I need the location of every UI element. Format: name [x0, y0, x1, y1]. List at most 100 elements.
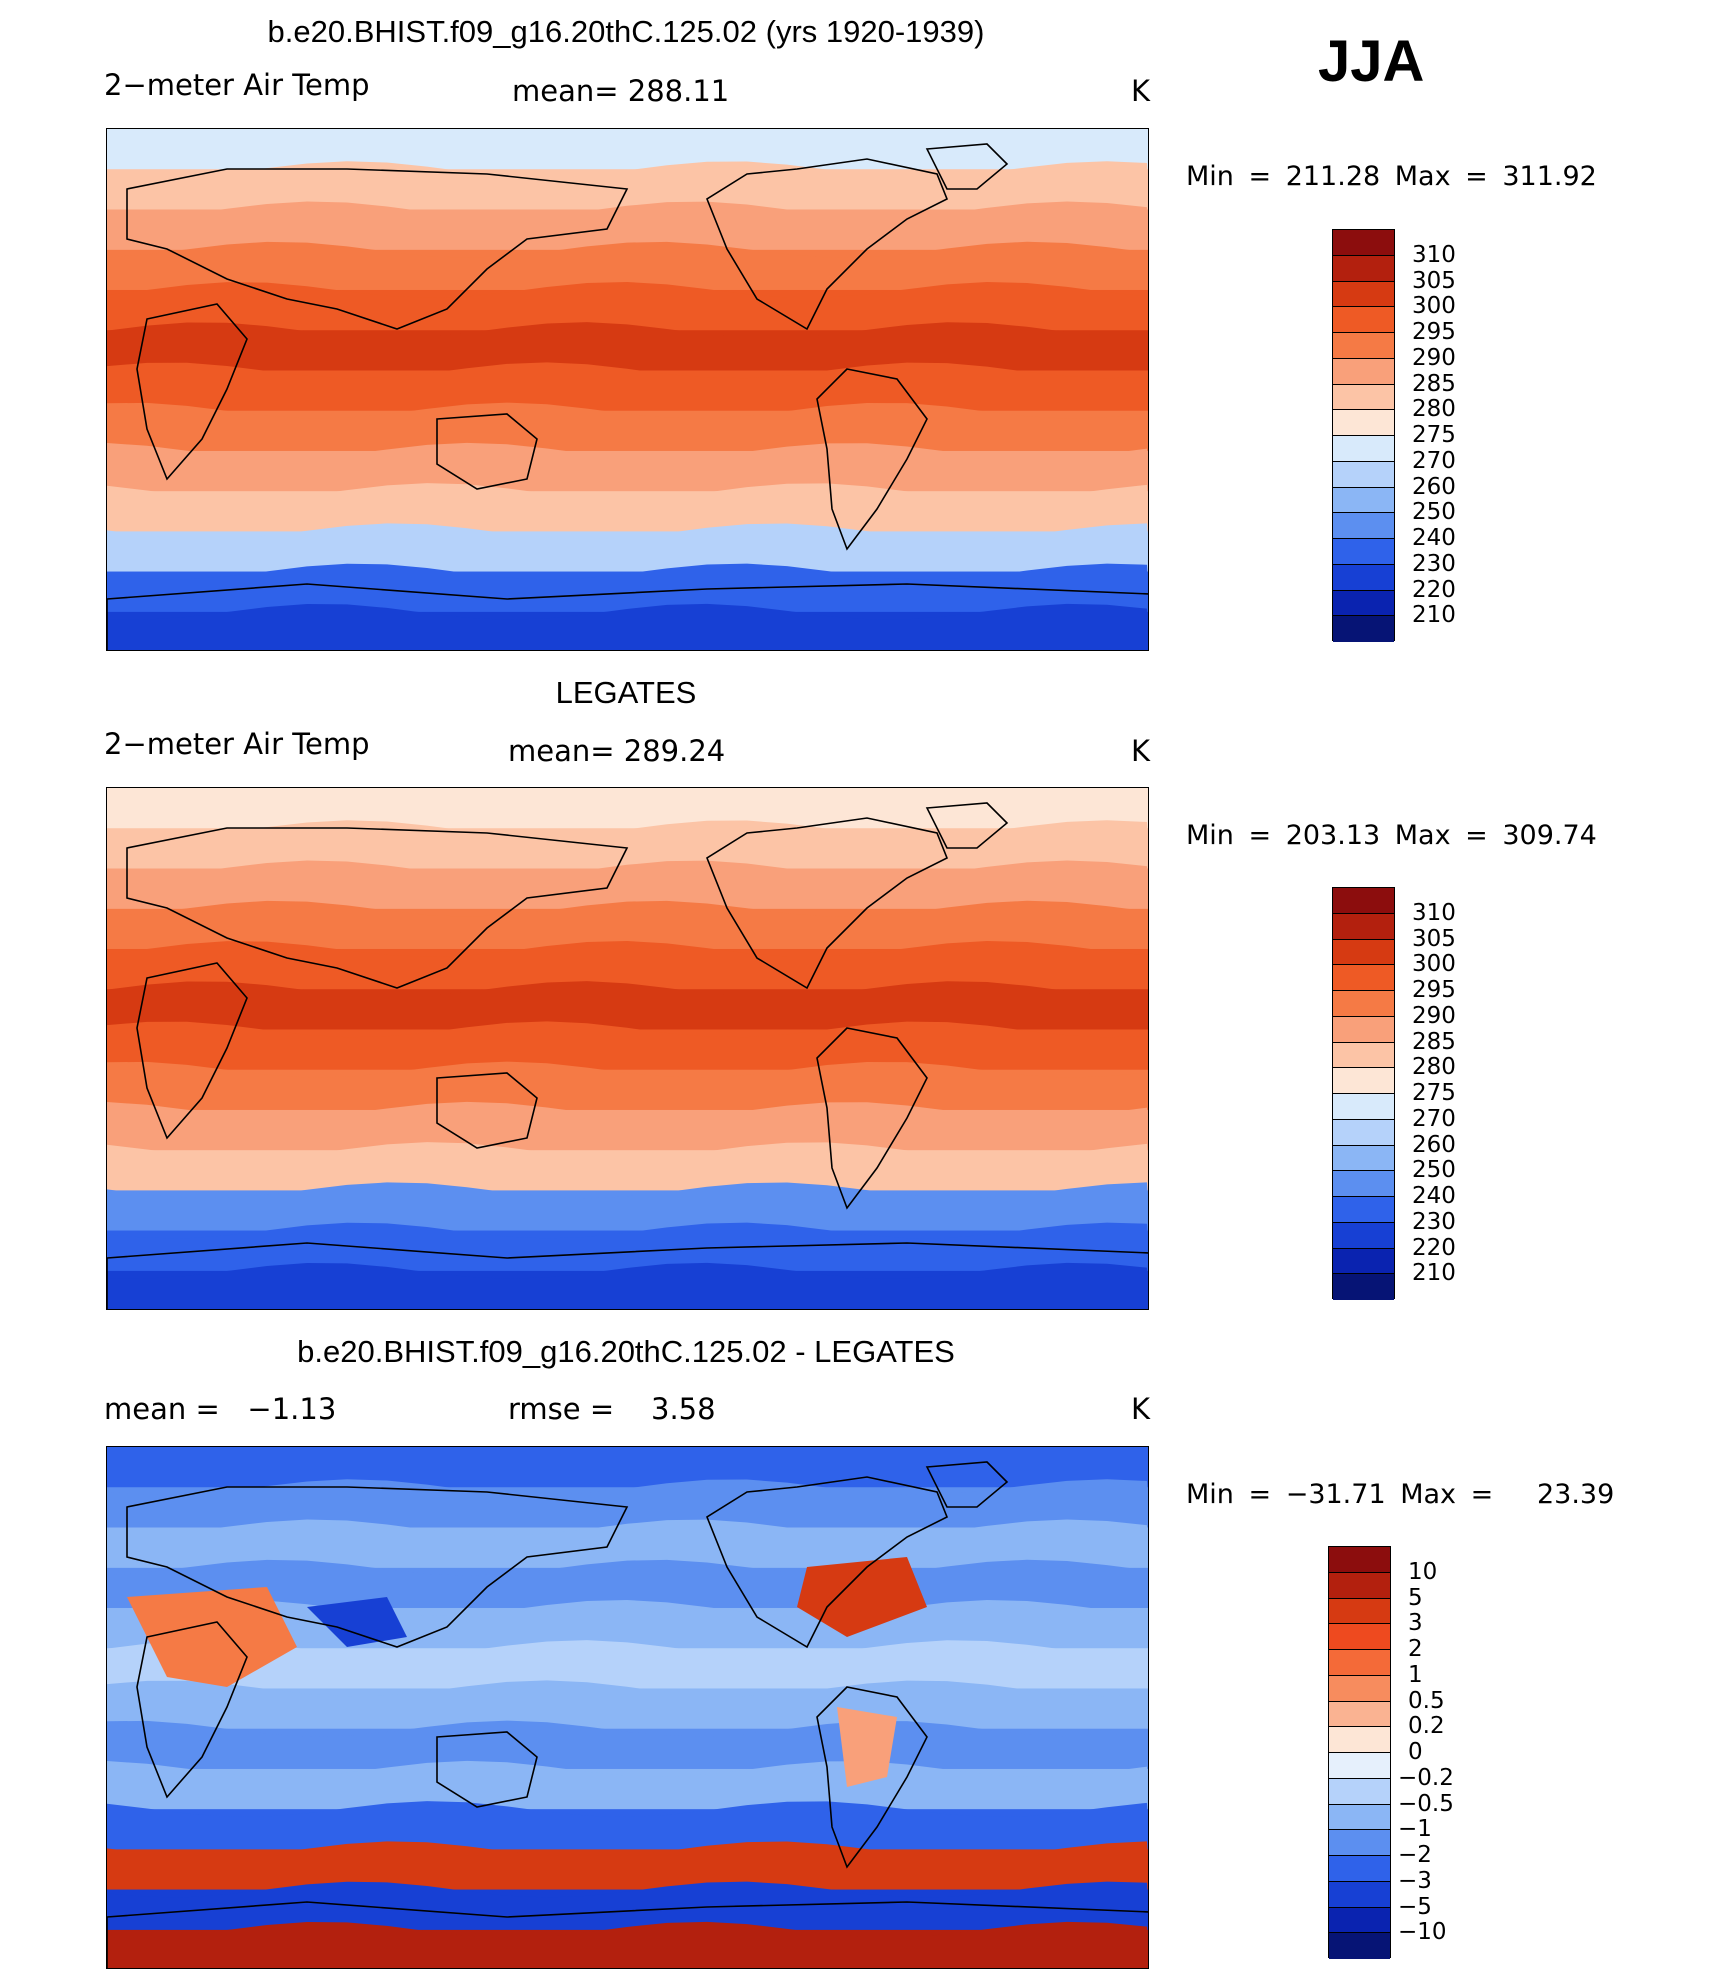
colorbar-tick-label: 280 — [1412, 396, 1456, 423]
anomaly-patch — [797, 1557, 927, 1637]
contour-band-edge — [107, 1640, 1148, 1689]
map-field — [107, 788, 1148, 1309]
colorbar-swatch — [1333, 487, 1394, 514]
colorbar-tick-label: 290 — [1412, 1002, 1456, 1029]
colorbar-swatch — [1333, 333, 1394, 359]
contour-band-edge — [107, 1222, 1148, 1271]
colorbar-swatch — [1333, 564, 1394, 591]
colorbar-swatch — [1329, 1881, 1390, 1908]
colorbar-tick-label: 310 — [1412, 899, 1456, 926]
colorbar-tick-label: 260 — [1412, 473, 1456, 500]
contour-band — [107, 1447, 1148, 1489]
colorbar-swatch — [1329, 1650, 1390, 1676]
colorbar-swatch — [1333, 1248, 1394, 1275]
colorbar-swatch — [1333, 888, 1394, 914]
colorbar-swatch — [1333, 1094, 1394, 1120]
coastline — [816, 368, 928, 551]
panel-1-colorbar — [1332, 229, 1395, 642]
colorbar-tick-label: 305 — [1412, 267, 1456, 294]
colorbar-swatch — [1329, 1778, 1390, 1805]
colorbar-tick-label: 210 — [1412, 602, 1456, 629]
panel-2-map — [106, 787, 1149, 1310]
coastline — [107, 1901, 1148, 1968]
coastline — [816, 1027, 928, 1210]
panel-2-variable-label: 2−meter Air Temp — [104, 727, 370, 761]
panel-2-mean-label: mean= 289.24 — [508, 734, 726, 768]
contour-band-edge — [107, 483, 1148, 532]
colorbar-tick-label: −0.5 — [1398, 1790, 1454, 1817]
colorbar-tick-label: 300 — [1412, 951, 1456, 978]
contour-band — [107, 788, 1148, 830]
coastline — [126, 827, 629, 989]
anomaly-patch — [127, 1587, 297, 1687]
panel-1-map — [106, 128, 1149, 651]
panel-3-unit-label: K — [1131, 1392, 1151, 1426]
coastline — [136, 303, 248, 481]
panel-3-rmse-label: rmse = 3.58 — [508, 1392, 716, 1426]
colorbar-swatch — [1329, 1701, 1390, 1728]
contour-band-edge — [107, 1182, 1148, 1231]
colorbar-tick-label: −5 — [1398, 1893, 1432, 1920]
colorbar-tick-label: 220 — [1412, 576, 1456, 603]
colorbar-tick-label: 210 — [1412, 1260, 1456, 1287]
colorbar-tick-label: 1 — [1408, 1661, 1423, 1688]
contour-band-edge — [107, 1760, 1148, 1810]
colorbar-tick-label: 290 — [1412, 344, 1456, 371]
colorbar-tick-label: 275 — [1412, 422, 1456, 448]
colorbar-swatch — [1329, 1675, 1390, 1702]
contour-band-edge — [107, 322, 1148, 371]
colorbar-swatch — [1333, 307, 1394, 333]
colorbar-swatch — [1333, 1222, 1394, 1249]
colorbar-swatch — [1333, 590, 1394, 617]
colorbar-tick-label: 305 — [1412, 925, 1456, 952]
colorbar-tick-label: 300 — [1412, 293, 1456, 320]
colorbar-swatch — [1333, 965, 1394, 991]
colorbar-tick-label: 0.5 — [1408, 1687, 1445, 1714]
colorbar-swatch — [1333, 1119, 1394, 1146]
colorbar-tick-label: 250 — [1412, 1157, 1456, 1184]
contour-band-edge — [107, 1881, 1148, 1930]
coastline — [816, 1686, 928, 1869]
contour-band-edge — [107, 1021, 1148, 1070]
panel-2-title: LEGATES — [555, 675, 697, 710]
colorbar-tick-label: −3 — [1398, 1867, 1432, 1894]
coastline — [436, 1731, 538, 1808]
contour-band-edge — [107, 402, 1148, 451]
colorbar-swatch — [1329, 1753, 1390, 1779]
colorbar-tick-label: 230 — [1412, 550, 1456, 577]
colorbar-tick-label: 260 — [1412, 1131, 1456, 1158]
map-field — [107, 1447, 1148, 1968]
panel-3-minmax: Min = −31.71 Max = 23.39 — [1186, 1479, 1615, 1510]
colorbar-tick-label: 5 — [1408, 1584, 1423, 1611]
coastline — [126, 168, 629, 330]
colorbar-swatch — [1329, 1907, 1390, 1934]
colorbar-swatch — [1333, 939, 1394, 966]
contour-band-edge — [107, 900, 1148, 949]
colorbar-tick-label: 285 — [1412, 370, 1456, 397]
contour-band-edge — [107, 1262, 1148, 1309]
colorbar-swatch — [1329, 1933, 1390, 1959]
anomaly-patch — [837, 1707, 897, 1787]
colorbar-swatch — [1333, 384, 1394, 411]
season-label: JJA — [1318, 29, 1425, 94]
colorbar-tick-label: 2 — [1408, 1636, 1423, 1662]
colorbar-swatch — [1329, 1547, 1390, 1573]
colorbar-swatch — [1333, 1145, 1394, 1172]
colorbar-swatch — [1333, 1197, 1394, 1223]
contour-band-edge — [107, 1921, 1148, 1968]
coastline — [107, 583, 1148, 650]
colorbar-swatch — [1329, 1830, 1390, 1856]
map-field — [107, 129, 1148, 650]
contour-band-edge — [107, 820, 1148, 869]
panel-1-variable-label: 2−meter Air Temp — [104, 68, 370, 102]
colorbar-swatch — [1329, 1856, 1390, 1882]
contour-band-edge — [107, 981, 1148, 1030]
colorbar-tick-label: 10 — [1408, 1558, 1438, 1585]
colorbar-swatch — [1333, 991, 1394, 1017]
colorbar-tick-label: 310 — [1412, 241, 1456, 268]
panel-2-minmax: Min = 203.13 Max = 309.74 — [1186, 820, 1597, 851]
coastline — [136, 1621, 248, 1799]
coastline — [706, 1476, 949, 1649]
panel-3-mean-label: mean = −1.13 — [104, 1392, 337, 1426]
colorbar-tick-label: −2 — [1398, 1842, 1432, 1868]
